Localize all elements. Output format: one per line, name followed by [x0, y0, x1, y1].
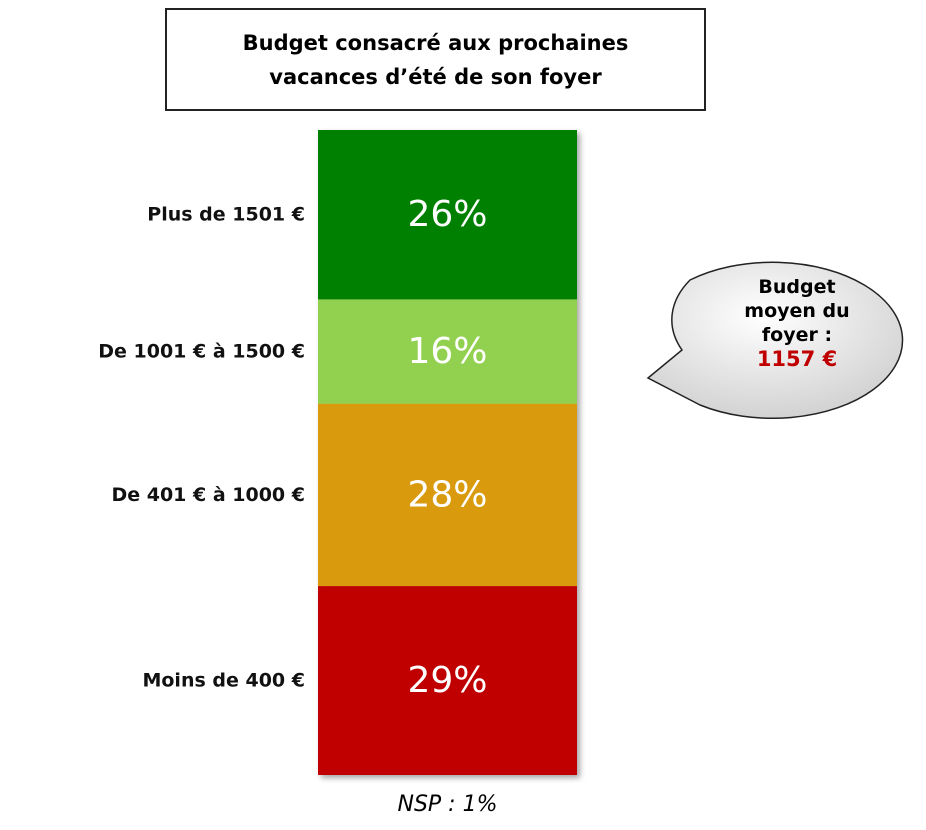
value-label: 29%: [407, 660, 487, 701]
callout: Budget moyen du foyer : 1157 €: [732, 275, 862, 371]
bar-segment: [318, 586, 577, 775]
note: NSP : 1%: [397, 792, 498, 817]
callout-bubble: [646, 261, 904, 420]
category-label: De 1001 € à 1500 €: [98, 341, 305, 363]
bar-segment: [318, 403, 577, 587]
chart-title: Budget consacré aux prochaines vacances …: [165, 8, 706, 111]
stacked-bar: [318, 130, 577, 775]
callout-label: Budget moyen du foyer :: [744, 276, 850, 346]
category-label: Plus de 1501 €: [147, 204, 305, 226]
value-label: 26%: [407, 194, 487, 235]
bar-segment: [318, 299, 577, 404]
category-label: De 401 € à 1000 €: [111, 484, 305, 506]
value-label: 16%: [407, 331, 487, 372]
bar-segment: [318, 130, 577, 300]
category-label: Moins de 400 €: [142, 670, 305, 692]
callout-value: 1157 €: [756, 347, 838, 371]
value-label: 28%: [407, 474, 487, 515]
